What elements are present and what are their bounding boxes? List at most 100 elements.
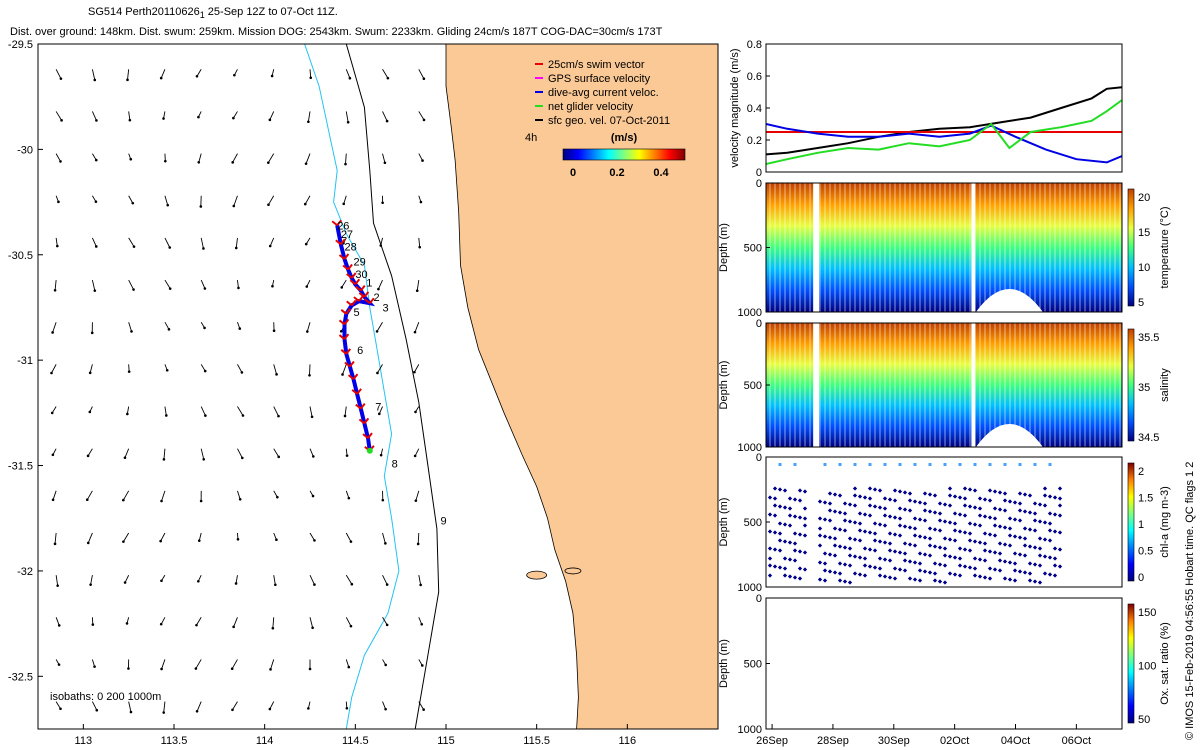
sfc-velocity-head [168, 287, 172, 290]
swim-vector [340, 349, 347, 355]
chl-point [987, 566, 993, 571]
chl-point [792, 558, 798, 563]
chl-point [1057, 503, 1063, 508]
chl-point [1002, 542, 1008, 547]
chl-point [822, 517, 828, 522]
chl-point [902, 541, 908, 546]
map-colorbar-tick: 0.4 [653, 167, 669, 179]
chl-point [872, 504, 878, 509]
island-garden [564, 567, 582, 575]
sfc-velocity-head [197, 160, 201, 164]
chl-point [1027, 544, 1033, 549]
chl-point [767, 529, 773, 534]
chl-point [1052, 546, 1058, 551]
swim-vector [359, 284, 366, 292]
sfc-velocity-arrow [86, 490, 93, 500]
chl-point [952, 528, 958, 533]
chl-point [957, 573, 963, 578]
isobath-note: isobaths: 0 200 1000m [50, 691, 161, 703]
chl-point [832, 553, 838, 558]
velocity-series-3 [766, 99, 1122, 165]
chl-point [1002, 508, 1008, 513]
chl-point [837, 510, 843, 515]
chl-point [1057, 496, 1063, 501]
swim-vector [367, 432, 373, 439]
section-colorbar-tick: 2 [1138, 466, 1144, 478]
figure-title: SG514 Perth201106261 25-Sep 12Z to 07-Oc… [88, 6, 338, 20]
legend-entry: net glider velocity [548, 101, 633, 113]
chl-point [937, 528, 943, 533]
map-y-tick-label: -30 [17, 144, 33, 156]
sfc-velocity-arrow [273, 448, 280, 458]
map-y-tick-label: -32 [17, 566, 33, 578]
chl-point [927, 553, 933, 558]
chl-point [787, 506, 793, 511]
chl-point [782, 505, 788, 510]
sfc-velocity-head [56, 244, 59, 248]
chl-point [1037, 563, 1043, 568]
sfc-velocity-head [377, 287, 380, 291]
chl-point [1012, 500, 1018, 505]
sfc-velocity-arrow [418, 111, 425, 121]
chl-point [972, 556, 978, 561]
chl-point [827, 491, 833, 496]
chl-point [782, 566, 788, 571]
swim-vector [362, 433, 369, 439]
chl-point [782, 556, 788, 561]
sfc-velocity-arrow [345, 532, 352, 542]
chl-point [862, 546, 868, 551]
chl-point [902, 551, 908, 556]
legend-scale-label: 4h [525, 132, 537, 144]
chl-point [1012, 578, 1018, 583]
chl-point [972, 488, 978, 493]
track-day-label: 9 [441, 516, 447, 528]
sfc-velocity-arrow [305, 153, 311, 164]
chl-surface-point [838, 463, 842, 466]
sfc-velocity-arrow [307, 111, 311, 122]
chl-point [817, 516, 823, 521]
section-colorbar-tick: 100 [1138, 661, 1156, 673]
sfc-velocity-head [344, 162, 347, 166]
chl-point [1047, 511, 1053, 516]
chl-point [857, 528, 863, 533]
chl-point [777, 531, 783, 536]
chl-point [787, 557, 793, 562]
chl-point [1022, 492, 1028, 497]
sfc-velocity-arrow [55, 153, 61, 162]
sfc-velocity-head [340, 286, 344, 289]
chl-point [832, 543, 838, 548]
sfc-velocity-head [51, 453, 55, 457]
sfc-velocity-arrow [200, 448, 205, 460]
chl-point [867, 513, 873, 518]
chl-point [862, 573, 868, 578]
chl-point [977, 523, 983, 528]
chl-point [952, 538, 958, 543]
chl-point [1007, 560, 1013, 565]
chl-point [772, 486, 778, 491]
chl-point [882, 540, 888, 545]
chl-point [822, 551, 828, 556]
sfc-velocity-head [240, 371, 244, 374]
chl-point [1042, 571, 1048, 576]
chl-point [1047, 555, 1053, 560]
sfc-velocity-arrow [343, 195, 347, 204]
sfc-velocity-head [131, 201, 135, 205]
title-line1: SG514 Perth20110626 [88, 6, 200, 18]
chl-point [932, 544, 938, 549]
chl-point [772, 513, 778, 518]
sfc-velocity-head [307, 120, 310, 124]
chl-surface-point [1018, 463, 1022, 466]
sfc-velocity-arrow [164, 195, 169, 206]
chl-point [987, 498, 993, 503]
chl-point [787, 513, 793, 518]
sfc-velocity-head [343, 414, 347, 418]
sfc-velocity-arrow [382, 617, 388, 626]
chl-point [777, 565, 783, 570]
sfc-velocity-head [275, 538, 278, 542]
sfc-velocity-arrow [237, 280, 239, 288]
swim-vector [353, 296, 360, 302]
colorbar-title: (m/s) [611, 132, 638, 144]
swim-vector [352, 373, 359, 380]
chl-point [927, 492, 933, 497]
time-tick-label: 28Sep [817, 735, 849, 747]
